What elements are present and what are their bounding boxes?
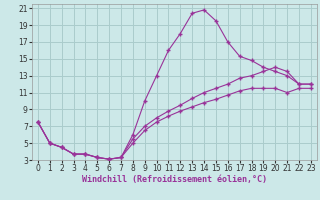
X-axis label: Windchill (Refroidissement éolien,°C): Windchill (Refroidissement éolien,°C) [82, 175, 267, 184]
